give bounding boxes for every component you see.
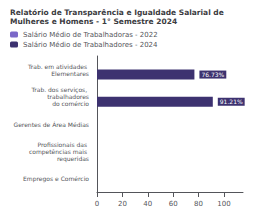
svg-text:76.73%: 76.73% bbox=[201, 71, 224, 78]
svg-text:requeridas: requeridas bbox=[57, 155, 89, 163]
svg-text:Relatório de Transparência e I: Relatório de Transparência e Igualdade S… bbox=[10, 8, 226, 17]
svg-text:Salário Médio de Trabalhadoras: Salário Médio de Trabalhadoras - 2022 bbox=[23, 31, 158, 39]
svg-text:40: 40 bbox=[143, 200, 152, 208]
svg-text:trabalhadores: trabalhadores bbox=[47, 93, 89, 100]
svg-text:100: 100 bbox=[217, 200, 230, 208]
svg-text:91.21%: 91.21% bbox=[220, 98, 243, 105]
svg-text:Gerentes de Área Médias: Gerentes de Área Médias bbox=[13, 121, 89, 128]
svg-text:Empregos e Comércio: Empregos e Comércio bbox=[23, 175, 89, 183]
svg-text:Mulheres e Homens - 1° Semestr: Mulheres e Homens - 1° Semestre 2024 bbox=[10, 17, 177, 26]
svg-text:Trab. dos serviços,: Trab. dos serviços, bbox=[31, 86, 89, 94]
svg-text:20: 20 bbox=[118, 200, 127, 208]
svg-text:0: 0 bbox=[95, 200, 99, 208]
svg-text:Elementares: Elementares bbox=[51, 70, 89, 77]
svg-text:Profissionais das: Profissionais das bbox=[37, 141, 89, 148]
svg-text:Salário Médio de Trabalhadores: Salário Médio de Trabalhadores - 2024 bbox=[23, 41, 158, 49]
svg-text:competências mais: competências mais bbox=[28, 147, 89, 155]
svg-text:do comércio: do comércio bbox=[52, 100, 89, 107]
svg-text:60: 60 bbox=[169, 200, 178, 208]
svg-text:Trab. em atividades: Trab. em atividades bbox=[27, 63, 89, 70]
svg-text:80: 80 bbox=[194, 200, 203, 208]
